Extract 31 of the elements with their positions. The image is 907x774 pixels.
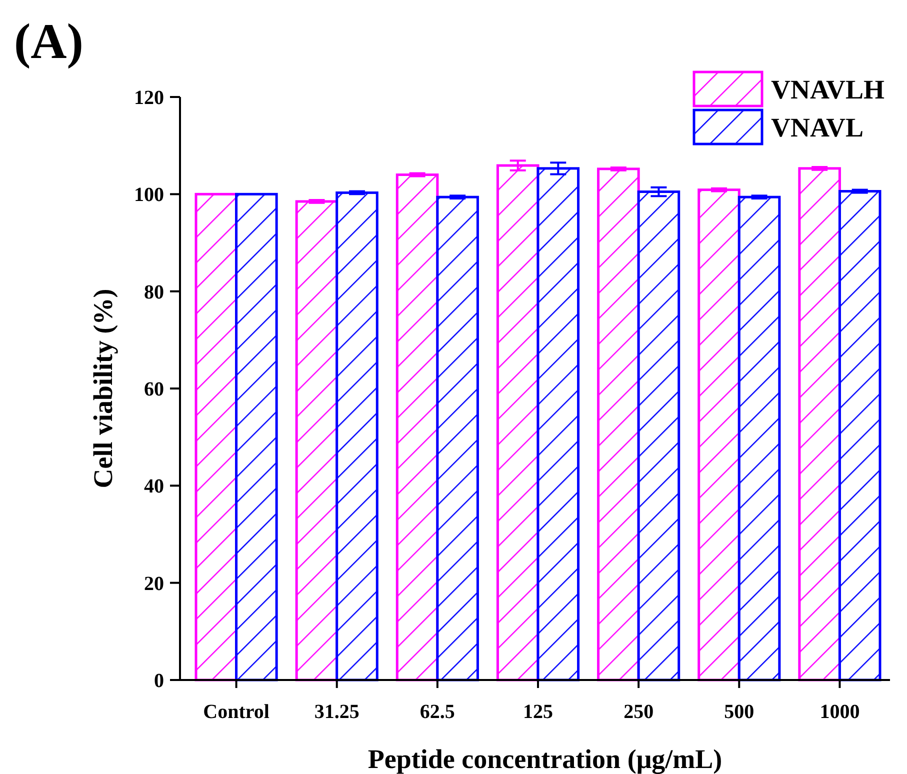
bar bbox=[838, 190, 882, 682]
bar bbox=[295, 200, 338, 682]
bar bbox=[798, 167, 841, 682]
y-tick-label: 0 bbox=[154, 670, 164, 692]
x-tick-label: 125 bbox=[523, 701, 553, 723]
bar bbox=[436, 196, 479, 682]
bar bbox=[637, 190, 680, 682]
legend-label: VNAVL bbox=[771, 112, 864, 142]
y-tick-label: 60 bbox=[144, 378, 164, 400]
x-tick-label: 31.25 bbox=[314, 701, 360, 723]
x-tick-label: 1000 bbox=[820, 701, 860, 723]
y-tick-label: 120 bbox=[134, 87, 164, 109]
x-tick-label: 62.5 bbox=[420, 701, 455, 723]
bar bbox=[738, 196, 781, 682]
y-tick-label: 80 bbox=[144, 281, 164, 304]
x-tick-label: 250 bbox=[624, 701, 654, 723]
bar bbox=[235, 192, 278, 682]
y-tick-label: 20 bbox=[144, 572, 164, 595]
bar bbox=[698, 188, 740, 682]
y-tick-label: 40 bbox=[144, 476, 164, 498]
x-tick-label: Control bbox=[203, 701, 270, 723]
bar bbox=[194, 192, 238, 682]
legend-label: VNAVLH bbox=[771, 74, 885, 104]
text: (A) bbox=[14, 13, 84, 69]
bar bbox=[597, 168, 640, 682]
x-axis-title: Peptide concentration (μg/mL) bbox=[368, 744, 722, 774]
bar bbox=[396, 173, 439, 682]
x-tick-label: 500 bbox=[724, 701, 754, 723]
y-axis-title: Cell viability (%) bbox=[88, 288, 118, 488]
y-tick-label: 100 bbox=[134, 184, 164, 206]
bar bbox=[336, 191, 378, 682]
